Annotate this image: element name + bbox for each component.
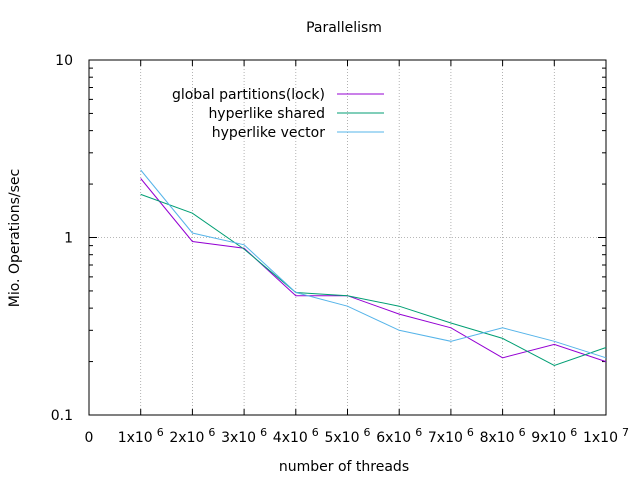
data-point <box>605 357 607 359</box>
x-tick-label: 8x10 6 <box>480 426 526 446</box>
y-tick-label: 0.1 <box>51 408 73 424</box>
y-tick-label: 10 <box>55 53 73 69</box>
x-tick-label: 0 <box>85 430 94 446</box>
data-point <box>191 240 193 242</box>
data-point <box>450 327 452 329</box>
data-point <box>450 322 452 324</box>
x-tick-label: 3x10 6 <box>221 426 267 446</box>
data-point <box>140 169 142 171</box>
legend-label: global partitions(lock) <box>172 87 325 103</box>
data-point <box>140 177 142 179</box>
series-line-3 <box>140 169 607 359</box>
legend-label: hyperlike shared <box>208 106 325 122</box>
x-axis-label: number of threads <box>279 459 409 475</box>
x-tick-label: 4x10 6 <box>273 426 319 446</box>
x-tick-label: 1x10 7 <box>583 426 629 446</box>
data-point <box>605 346 607 348</box>
data-point <box>191 212 193 214</box>
x-tick-label: 1x10 6 <box>118 426 164 446</box>
x-tick-label: 5x10 6 <box>324 426 370 446</box>
series-line-2 <box>140 193 607 367</box>
data-point <box>501 357 503 359</box>
data-point <box>501 337 503 339</box>
series-line-1 <box>140 178 607 363</box>
grid-lines <box>89 60 606 415</box>
data-point <box>346 295 348 297</box>
data-point <box>243 244 245 246</box>
data-point <box>140 193 142 195</box>
data-series <box>140 169 607 367</box>
x-tick-label: 7x10 6 <box>428 426 474 446</box>
data-point <box>243 248 245 250</box>
data-point <box>553 340 555 342</box>
chart-title: Parallelism <box>306 20 382 36</box>
data-point <box>398 329 400 331</box>
data-point <box>191 232 193 234</box>
y-axis-label: Mio. Operations/sec <box>7 169 23 307</box>
data-point <box>501 327 503 329</box>
data-point <box>346 305 348 307</box>
y-tick-label: 1 <box>64 231 73 247</box>
legend: global partitions(lock) hyperlike shared h… <box>172 87 384 141</box>
data-point <box>553 343 555 345</box>
data-point <box>450 340 452 342</box>
data-point <box>398 313 400 315</box>
data-point <box>295 291 297 293</box>
data-point <box>295 295 297 297</box>
x-tick-label: 9x10 6 <box>531 426 577 446</box>
data-point <box>398 305 400 307</box>
axes: 0 1x10 6 2x10 6 3x10 6 4x10 6 5x10 6 6x10 6 7x10 6 8x10… <box>51 53 629 446</box>
x-tick-label: 6x10 6 <box>376 426 422 446</box>
x-tick-label: 2x10 6 <box>169 426 215 446</box>
legend-label: hyperlike vector <box>212 125 326 141</box>
data-point <box>553 364 555 366</box>
data-point <box>605 360 607 362</box>
